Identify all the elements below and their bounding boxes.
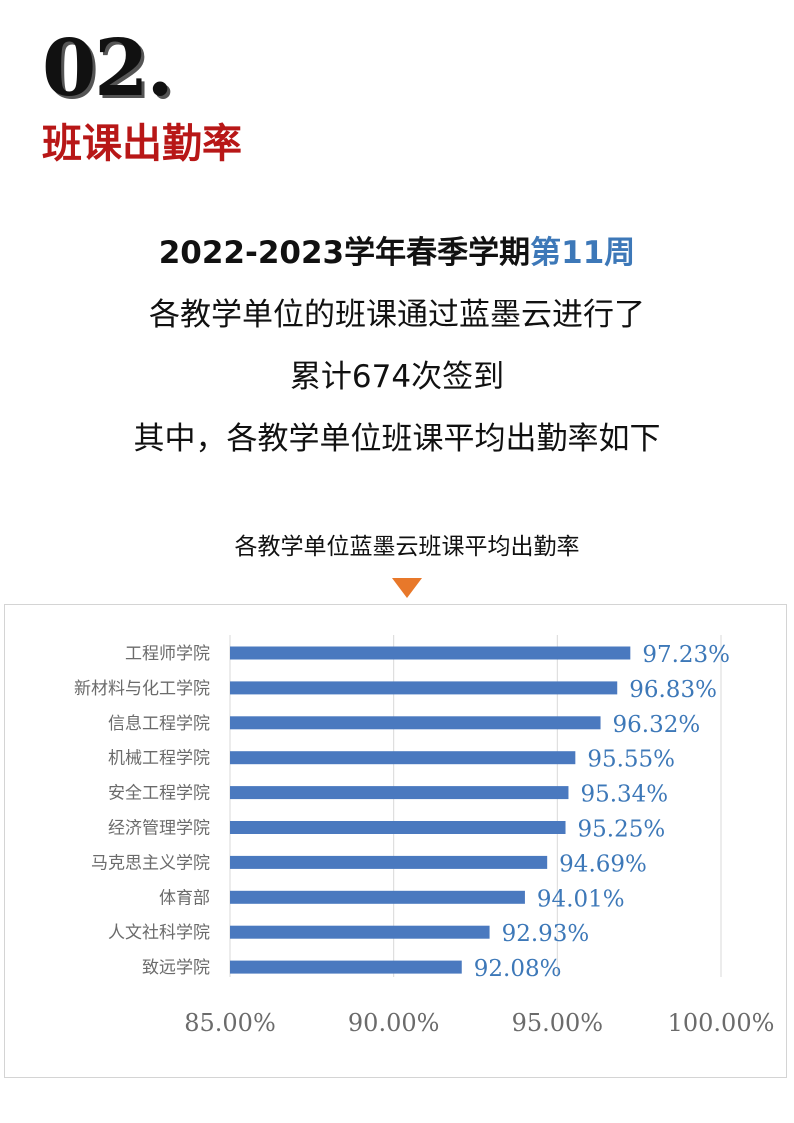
week-label: 第11周 (530, 235, 636, 271)
section-title: 班课出勤率 (42, 121, 242, 167)
data-label: 96.32% (613, 712, 701, 738)
chart-frame: 工程师学院 97.23% 新材料与化工学院 96.83% 信息工程学院 96.32% 机械工… (4, 604, 787, 1078)
attendance-bar-chart: 工程师学院 97.23% 新材料与化工学院 96.83% 信息工程学院 96.32% 机械工… (74, 635, 775, 1037)
category-label: 人文社科学院 (108, 923, 210, 943)
summary-line-1: 2022-2023学年春季学期第11周 (0, 222, 794, 284)
category-label: 新材料与化工学院 (74, 679, 210, 699)
summary-text: 2022-2023学年春季学期第11周 各教学单位的班课通过蓝墨云进行了 累计6… (0, 222, 794, 470)
category-label: 安全工程学院 (108, 784, 210, 804)
data-label: 92.08% (474, 956, 562, 982)
bar (230, 751, 576, 765)
data-label: 94.69% (559, 851, 647, 877)
category-label: 马克思主义学院 (91, 853, 210, 873)
category-label: 致远学院 (142, 958, 210, 978)
category-label: 机械工程学院 (108, 749, 210, 769)
summary-line-4: 其中，各教学单位班课平均出勤率如下 (133, 421, 661, 457)
semester-label: 2022-2023学年春季学期 (158, 235, 531, 271)
category-label: 信息工程学院 (108, 714, 210, 734)
x-tick-label: 85.00% (184, 1009, 276, 1037)
bar (230, 786, 569, 800)
summary-line-3: 累计674次签到 (289, 359, 505, 395)
data-label: 97.23% (642, 642, 730, 668)
data-label: 96.83% (629, 677, 717, 703)
data-label: 95.34% (580, 782, 668, 808)
chart-title: 各教学单位蓝墨云班课平均出勤率 (234, 534, 580, 560)
summary-line-2: 各教学单位的班课通过蓝墨云进行了 (149, 297, 645, 333)
bar (230, 716, 601, 730)
bar (230, 855, 548, 869)
category-label: 经济管理学院 (108, 819, 210, 839)
section-number: 02. (42, 23, 174, 114)
data-label: 95.55% (587, 747, 675, 773)
data-label: 95.25% (578, 817, 666, 843)
category-label: 工程师学院 (125, 644, 210, 664)
x-tick-label: 100.00% (668, 1009, 775, 1037)
bar (230, 925, 490, 939)
bar (230, 681, 618, 695)
data-label: 92.93% (502, 921, 590, 947)
x-tick-label: 90.00% (348, 1009, 440, 1037)
bar (230, 960, 462, 974)
bar (230, 890, 525, 904)
bar (230, 646, 631, 660)
category-label: 体育部 (159, 888, 210, 908)
bar (230, 821, 566, 834)
data-label: 94.01% (537, 886, 625, 912)
x-tick-label: 95.00% (512, 1009, 604, 1037)
down-triangle-icon (392, 578, 422, 598)
